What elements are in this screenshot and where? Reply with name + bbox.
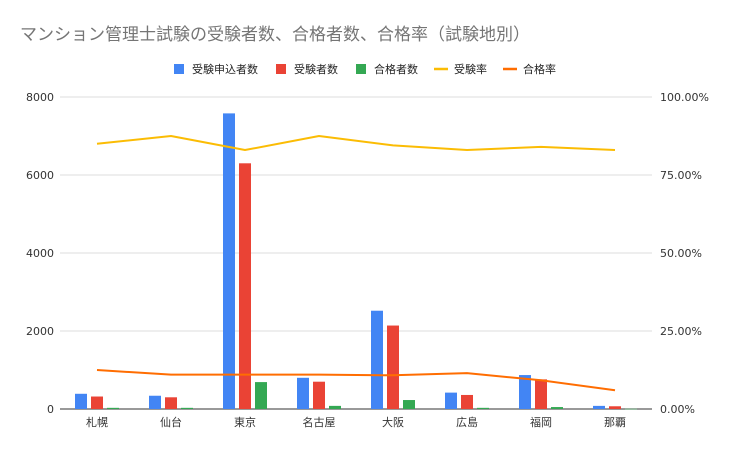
category-label: 東京 — [234, 415, 256, 429]
right-tick-label: 0.00% — [660, 403, 695, 416]
bar-合格者数-東京 — [255, 382, 267, 409]
left-tick-label: 2000 — [26, 325, 54, 338]
bar-受験申込者数-札幌 — [75, 393, 87, 409]
bar-合格者数-札幌 — [107, 407, 119, 409]
bar-受験申込者数-東京 — [223, 113, 235, 409]
right-tick-label: 75.00% — [660, 169, 702, 182]
chart-title: マンション管理士試験の受験者数、合格者数、合格率（試験地別） — [20, 25, 530, 45]
left-tick-label: 8000 — [26, 91, 54, 104]
bars — [75, 113, 637, 410]
category-label: 広島 — [456, 415, 478, 429]
bar-受験者数-名古屋 — [313, 381, 325, 409]
bar-合格者数-広島 — [477, 407, 489, 409]
bar-受験者数-仙台 — [165, 397, 177, 409]
left-axis-ticks: 0 2000 4000 6000 8000 — [26, 91, 54, 416]
legend-label: 受験申込者数 — [192, 62, 258, 76]
legend-swatch — [276, 64, 286, 74]
bar-合格者数-大阪 — [403, 400, 415, 409]
right-axis-ticks: 0.00% 25.00% 50.00% 75.00% 100.00% — [660, 91, 709, 416]
legend-label: 合格率 — [523, 62, 556, 76]
left-tick-label: 0 — [47, 403, 54, 416]
category-label: 福岡 — [530, 415, 552, 429]
right-tick-label: 100.00% — [660, 91, 709, 104]
legend-swatch — [174, 64, 184, 74]
bar-受験申込者数-那覇 — [593, 405, 605, 409]
category-label: 名古屋 — [303, 415, 336, 429]
bar-受験申込者数-仙台 — [149, 395, 161, 409]
right-tick-label: 50.00% — [660, 247, 702, 260]
category-labels: 札幌 仙台 東京 名古屋 大阪 広島 福岡 那覇 — [86, 415, 626, 429]
bar-受験者数-東京 — [239, 163, 251, 409]
left-tick-label: 4000 — [26, 247, 54, 260]
category-label: 札幌 — [86, 415, 108, 429]
gridlines — [60, 96, 652, 410]
left-tick-label: 6000 — [26, 169, 54, 182]
bar-受験者数-広島 — [461, 394, 473, 409]
category-label: 那覇 — [604, 416, 626, 429]
bar-受験申込者数-名古屋 — [297, 377, 309, 409]
legend-label: 受験者数 — [294, 62, 338, 76]
bar-合格者数-仙台 — [181, 407, 193, 409]
bar-受験者数-札幌 — [91, 396, 103, 409]
legend: 受験申込者数 受験者数 合格者数 受験率 合格率 — [174, 62, 556, 76]
bar-受験者数-大阪 — [387, 325, 399, 409]
bar-受験申込者数-広島 — [445, 392, 457, 409]
bar-合格者数-名古屋 — [329, 405, 341, 409]
bar-受験者数-福岡 — [535, 379, 547, 409]
bar-受験申込者数-福岡 — [519, 375, 531, 409]
lines — [96, 135, 616, 392]
bar-受験申込者数-大阪 — [371, 310, 383, 409]
bar-受験者数-那覇 — [609, 406, 621, 409]
legend-label: 受験率 — [454, 62, 487, 76]
legend-label: 合格者数 — [374, 62, 418, 76]
line-受験率 — [96, 135, 616, 152]
bar-合格者数-福岡 — [551, 407, 563, 409]
right-tick-label: 25.00% — [660, 325, 702, 338]
legend-swatch — [356, 64, 366, 74]
line-合格率 — [96, 369, 616, 392]
bar-合格者数-那覇 — [625, 408, 637, 410]
category-label: 大阪 — [382, 415, 404, 429]
category-label: 仙台 — [160, 415, 182, 429]
